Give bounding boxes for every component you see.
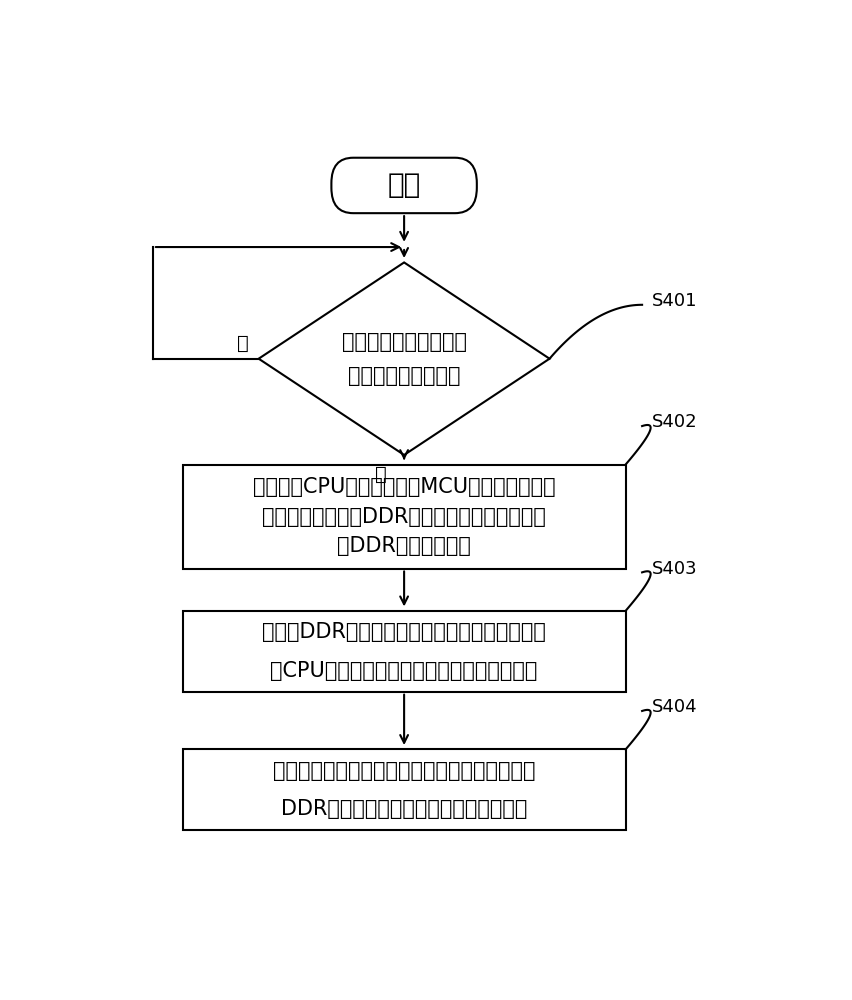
Text: S402: S402 [651,413,697,431]
Text: S401: S401 [651,292,697,310]
Text: 述DDR中的内存数据: 述DDR中的内存数据 [337,536,470,556]
Text: 利用系统CPU中的微处理器MCU控制双倍速率同: 利用系统CPU中的微处理器MCU控制双倍速率同 [252,477,555,497]
Text: DDR中的内存数据存储到预设存储介质中: DDR中的内存数据存储到预设存储介质中 [280,799,527,819]
Text: 统CPU中的应用处理器进入系统程序运行状态: 统CPU中的应用处理器进入系统程序运行状态 [270,661,537,681]
Text: 步动态随机存储器DDR采用自刷新的方式保存所: 步动态随机存储器DDR采用自刷新的方式保存所 [262,507,545,527]
Text: 是: 是 [375,465,387,484]
Text: 当所述DDR完成其内部数据保存后，控制所述系: 当所述DDR完成其内部数据保存后，控制所述系 [262,622,545,642]
FancyBboxPatch shape [331,158,476,213]
Text: 开始: 开始 [387,171,420,199]
Text: S404: S404 [651,698,697,716]
Bar [182,611,625,692]
Text: 检测看门狗计时器的计: 检测看门狗计时器的计 [341,332,466,352]
Text: 在所述应用处理器进入系统程序运行后，将所述: 在所述应用处理器进入系统程序运行后，将所述 [273,761,535,781]
Text: S403: S403 [651,560,697,578]
Bar [182,749,625,830]
Text: 否: 否 [237,334,249,353]
Polygon shape [258,262,549,455]
Bar [182,465,625,569]
Text: 数值是否超出预设值: 数值是否超出预设值 [348,366,460,386]
